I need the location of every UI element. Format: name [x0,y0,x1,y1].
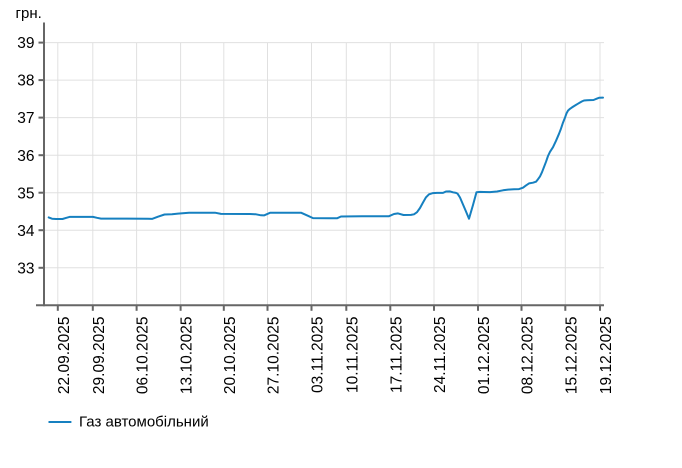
svg-text:22.09.2025: 22.09.2025 [56,317,73,395]
svg-text:15.12.2025: 15.12.2025 [563,317,580,395]
svg-text:38: 38 [17,73,34,90]
svg-text:36: 36 [17,148,34,165]
svg-text:27.10.2025: 27.10.2025 [266,317,283,395]
svg-text:17.11.2025: 17.11.2025 [388,317,405,393]
svg-text:Газ автомобільний: Газ автомобільний [79,414,209,431]
svg-text:03.11.2025: 03.11.2025 [310,317,327,393]
svg-text:грн.: грн. [16,5,42,22]
svg-text:34: 34 [17,223,35,240]
svg-text:13.10.2025: 13.10.2025 [179,317,196,395]
svg-text:39: 39 [17,35,34,52]
svg-text:20.10.2025: 20.10.2025 [222,317,239,395]
svg-text:06.10.2025: 06.10.2025 [135,317,152,395]
svg-text:08.12.2025: 08.12.2025 [520,317,537,395]
svg-text:01.12.2025: 01.12.2025 [476,317,493,395]
svg-text:29.09.2025: 29.09.2025 [91,317,108,395]
svg-text:24.11.2025: 24.11.2025 [432,317,449,393]
svg-text:35: 35 [17,185,34,202]
svg-text:19.12.2025: 19.12.2025 [598,317,615,395]
svg-text:10.11.2025: 10.11.2025 [344,317,361,393]
svg-text:37: 37 [17,110,34,127]
svg-text:33: 33 [17,260,34,277]
